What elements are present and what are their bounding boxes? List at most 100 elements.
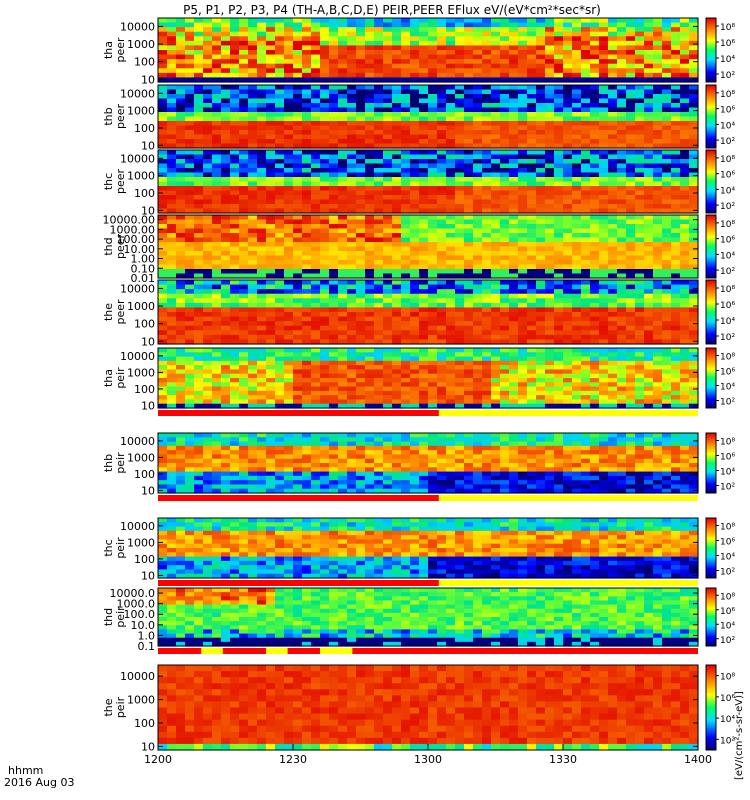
heatmap-cell [212, 280, 222, 286]
heatmap-cell [626, 219, 636, 225]
heatmap-cell [185, 59, 195, 65]
heatmap-cell [257, 150, 267, 156]
heatmap-cell [554, 312, 564, 318]
heatmap-cell [491, 298, 501, 304]
heatmap-cell [266, 334, 276, 341]
heatmap-cell [401, 112, 411, 118]
heatmap-cell [617, 77, 627, 83]
heatmap-cell [329, 89, 339, 95]
heatmap-cell [338, 224, 348, 230]
heatmap-cell [428, 215, 438, 221]
heatmap-cell [554, 134, 564, 140]
panel-frame [157, 149, 699, 214]
heatmap-cell [374, 134, 384, 140]
heatmap-cell [653, 139, 663, 145]
heatmap-cell [482, 139, 492, 145]
heatmap-cell [329, 307, 339, 313]
heatmap-cell [428, 130, 438, 136]
heatmap-cell [653, 54, 663, 60]
heatmap-cell [419, 130, 429, 136]
heatmap-cell [446, 339, 456, 345]
heatmap-cell [437, 378, 447, 383]
heatmap-cell [536, 177, 546, 183]
heatmap-cell [221, 284, 231, 290]
heatmap-cell [221, 378, 231, 383]
heatmap-cell [473, 199, 483, 205]
heatmap-cell [221, 289, 231, 295]
heatmap-cell [509, 219, 519, 225]
heatmap-cell [536, 103, 546, 109]
heatmap-cell [509, 395, 519, 401]
heatmap-cell [689, 325, 699, 331]
heatmap-cell [275, 208, 285, 214]
heatmap-cell [311, 45, 321, 51]
heatmap-cell [212, 246, 222, 252]
heatmap-cell [626, 139, 636, 145]
heatmap-cell [581, 298, 591, 304]
heatmap-cell [356, 186, 366, 192]
heatmap-cell [518, 139, 528, 145]
heatmap-cell [248, 269, 258, 275]
heatmap-cell [293, 208, 303, 214]
heatmap-cell [239, 356, 249, 362]
heatmap-cell [464, 125, 474, 131]
heatmap-cell [518, 77, 528, 83]
heatmap-cell [203, 307, 213, 313]
heatmap-cell [293, 233, 303, 239]
heatmap-cell [338, 215, 348, 221]
heatmap-cell [671, 228, 681, 234]
heatmap-cell [311, 365, 321, 371]
heatmap-cell [383, 125, 393, 131]
heatmap-cell [212, 237, 222, 243]
heatmap-cell [383, 18, 393, 24]
heatmap-cell [689, 168, 699, 174]
heatmap-cell [374, 284, 384, 290]
heatmap-cell [680, 251, 690, 257]
heatmap-cell [464, 264, 474, 270]
heatmap-cell [293, 159, 303, 165]
heatmap-cell [329, 45, 339, 51]
heatmap-cell [347, 204, 357, 210]
heatmap-cell [455, 72, 465, 79]
heatmap-cell [185, 316, 195, 322]
heatmap-cell [185, 369, 195, 375]
heatmap-cell [500, 22, 510, 28]
heatmap-cell [527, 186, 537, 192]
heatmap-cell [248, 103, 258, 109]
heatmap-cell [608, 89, 618, 95]
heatmap-cell [491, 159, 501, 165]
heatmap-cell [644, 143, 654, 149]
heatmap-cell [347, 22, 357, 28]
heatmap-cell [266, 94, 276, 100]
heatmap-cell [545, 264, 555, 270]
heatmap-cell [635, 103, 645, 109]
heatmap-cell [419, 85, 429, 91]
heatmap-cell [329, 186, 339, 192]
heatmap-cell [374, 172, 384, 178]
heatmap-cell [365, 386, 375, 392]
heatmap-cell [383, 68, 393, 74]
heatmap-cell [383, 72, 393, 79]
heatmap-cell [365, 181, 375, 187]
heatmap-cell [221, 369, 231, 375]
heatmap-cell [347, 298, 357, 304]
heatmap-cell [212, 94, 222, 100]
heatmap-cell [536, 356, 546, 362]
heatmap-cell [563, 307, 573, 313]
heatmap-cell [644, 224, 654, 230]
heatmap-cell [500, 269, 510, 275]
heatmap-cell [320, 159, 330, 165]
heatmap-cell [572, 325, 582, 331]
heatmap-cell [221, 399, 231, 405]
heatmap-cell [203, 302, 213, 309]
heatmap-cell [653, 45, 663, 51]
heatmap-cell [500, 399, 510, 405]
heatmap-cell [410, 293, 420, 299]
heatmap-cell [401, 325, 411, 331]
heatmap-cell [320, 63, 330, 69]
heatmap-cell [482, 369, 492, 375]
heatmap-cell [158, 18, 168, 24]
heatmap-cell [248, 280, 258, 286]
heatmap-cell [617, 177, 627, 183]
